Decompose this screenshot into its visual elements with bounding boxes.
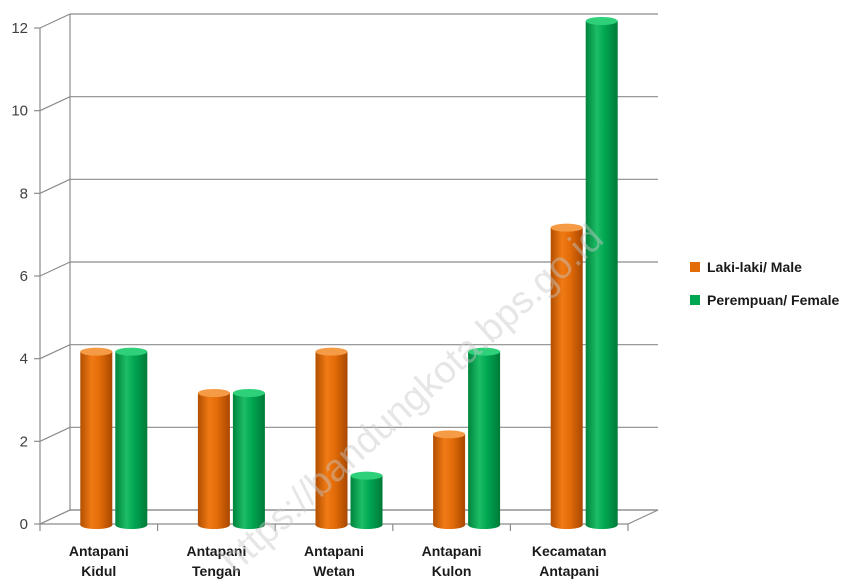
x-category-label: Kecamatan Antapani — [532, 543, 607, 579]
bar-body — [115, 351, 148, 529]
bars — [80, 17, 618, 529]
x-category-label-line: Kulon — [432, 563, 472, 579]
gridline-depth — [39, 13, 71, 29]
bar — [585, 17, 618, 529]
gridline-depth — [39, 96, 71, 112]
bar — [115, 347, 148, 529]
bar — [315, 347, 348, 529]
bar-body — [550, 227, 583, 529]
x-category-label: Antapani Wetan — [304, 543, 364, 579]
y-tick-label: 8 — [20, 185, 28, 202]
bar — [80, 347, 113, 529]
gridline-depth — [39, 261, 71, 277]
gridline-depth — [39, 426, 71, 442]
legend-label: Perempuan/ Female — [707, 292, 839, 308]
legend: Laki-laki/ Male Perempuan/ Female — [690, 259, 839, 308]
legend-swatch — [690, 262, 700, 272]
legend-swatch — [690, 295, 700, 305]
gridlines — [39, 13, 658, 525]
bar-body — [315, 351, 348, 529]
bar-body — [585, 21, 618, 529]
x-category-label: Antapani Kulon — [422, 543, 482, 579]
x-category-label-line: Tengah — [192, 563, 241, 579]
bar-body — [232, 393, 265, 529]
y-tick-label: 10 — [11, 103, 28, 120]
bar-body — [350, 475, 383, 529]
x-category-label-line: Antapani — [539, 563, 599, 579]
gridline-depth — [39, 344, 71, 360]
y-tick-label: 4 — [20, 351, 28, 368]
bar — [433, 430, 466, 529]
x-category-label-line: Antapani — [422, 543, 482, 559]
bar-body — [197, 393, 230, 529]
bar-top — [550, 223, 583, 232]
x-category-label-line: Wetan — [313, 563, 355, 579]
x-category-label: Antapani Kidul — [69, 543, 129, 579]
bar-top — [433, 430, 466, 439]
bar-top — [350, 471, 383, 480]
x-category-label-line: Antapani — [186, 543, 246, 559]
y-tick-label: 6 — [20, 268, 28, 285]
y-tick-label: 0 — [20, 516, 28, 533]
gridline-depth — [39, 178, 71, 194]
x-category-label: Antapani Tengah — [186, 543, 246, 579]
bar — [197, 389, 230, 529]
y-tick-label: 12 — [11, 20, 28, 37]
bar-top — [197, 389, 230, 397]
bar-top — [315, 347, 348, 356]
bar-top — [468, 347, 501, 356]
legend-label: Laki-laki/ Male — [707, 259, 802, 275]
bar-top — [585, 17, 618, 25]
bar — [350, 471, 383, 529]
floor — [39, 509, 659, 525]
bar-body — [433, 434, 466, 529]
axes — [34, 14, 659, 531]
bar-top — [115, 347, 148, 356]
y-tick-label: 2 — [20, 433, 28, 450]
x-category-label-line: Antapani — [304, 543, 364, 559]
bar-top — [232, 389, 265, 397]
x-category-label-line: Antapani — [69, 543, 129, 559]
bar-body — [80, 351, 113, 529]
bar-top — [80, 347, 113, 356]
x-category-label-line: Kidul — [81, 563, 116, 579]
bar — [468, 347, 501, 529]
bar-body — [468, 351, 501, 529]
bar — [232, 389, 265, 529]
bar — [550, 223, 583, 529]
x-category-label-line: Kecamatan — [532, 543, 607, 559]
